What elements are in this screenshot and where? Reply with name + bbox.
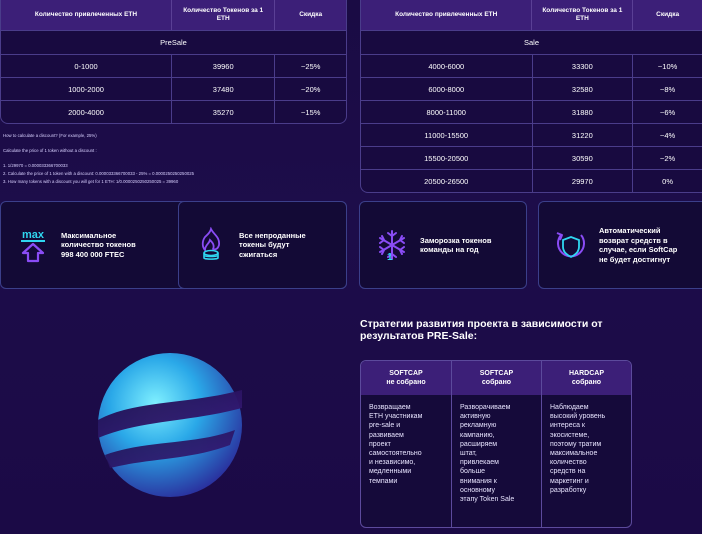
cell-discount: 0% (632, 170, 702, 192)
howto-step-3: 3. How many tokens with a discount you w… (3, 179, 179, 184)
strategy-col-body: Разворачиваем активную рекламную кампани… (460, 404, 515, 504)
strategy-col-softcap-not: SOFTCAP не собрано Возвращаем ETH участн… (361, 361, 451, 527)
globe-illustration (98, 353, 242, 497)
card-text: не будет достигнут (599, 254, 671, 264)
cell-discount: ~6% (632, 101, 702, 123)
cell-tokens: 30590 (531, 147, 633, 169)
table-row: 2000-4000 35270 ~15% (1, 100, 346, 123)
strategy-col-body: Наблюдаем высокий уровень интереса к эко… (550, 404, 606, 494)
card-refund: Автоматический возврат средств в случае,… (538, 201, 702, 289)
cell-tokens: 32580 (531, 78, 633, 100)
strategy-col-subtitle: собрано (481, 379, 512, 386)
table-row: 20500-26500 29970 0% (361, 169, 702, 192)
cell-eth: 1000-2000 (68, 84, 104, 94)
howto-step-1: 1. 1/29970 = 0.000033366700033 (3, 163, 68, 168)
col-header-discount: Скидка (274, 0, 346, 30)
refund-shield-icon (553, 227, 589, 263)
strategy-col-title: SOFTCAP (389, 370, 423, 377)
card-freeze-tokens: 1 Заморозка токенов команды на год (359, 201, 527, 289)
cell-tokens: 29970 (531, 170, 633, 192)
cell-eth: 11000-15500 (424, 130, 469, 140)
snowflake-icon: 1 (374, 227, 410, 263)
col-header-eth: Количество привлеченных ETH (34, 11, 138, 18)
card-text: токены будут (239, 240, 290, 250)
cell-discount: ~4% (632, 124, 702, 146)
cell-eth: 6000-8000 (428, 84, 465, 94)
strategy-col-title: SOFTCAP (479, 370, 514, 377)
table-row: 15500-20500 30590 ~2% (361, 146, 702, 169)
cell-discount: ~10% (632, 55, 702, 77)
strategy-col-subtitle: не собрано (386, 379, 426, 386)
cell-discount: ~20% (274, 78, 346, 100)
sale-table-header: Количество привлеченных ETH Количество Т… (361, 0, 702, 30)
cell-eth: 4000-6000 (428, 61, 465, 71)
card-text: Автоматический (599, 226, 661, 235)
table-row: 4000-6000 33300 ~10% (361, 54, 702, 77)
presale-table: Количество привлеченных ETH Количество Т… (0, 0, 347, 124)
card-text: сжигаться (239, 249, 278, 259)
svg-text:max: max (22, 229, 45, 241)
strategy-col-body: Возвращаем ETH участникам pre-sale и раз… (369, 404, 423, 485)
strategy-col-softcap: SOFTCAP собрано Разворачиваем активную р… (451, 361, 541, 527)
table-row: 6000-8000 32580 ~8% (361, 77, 702, 100)
cell-tokens: 37480 (171, 78, 274, 100)
presale-section-label: PreSale (1, 30, 346, 54)
strategy-table: SOFTCAP не собрано Возвращаем ETH участн… (360, 360, 632, 528)
card-text: Все непроданные (239, 230, 306, 240)
strategy-col-hardcap: HARDCAP собрано Наблюдаем высокий уровен… (541, 361, 631, 527)
svg-text:1: 1 (387, 252, 393, 263)
card-text: Заморозка токенов (420, 235, 492, 245)
cell-eth: 2000-4000 (68, 107, 104, 117)
max-tokens-icon: max (15, 227, 51, 263)
card-burn-tokens: Все непроданные токены будут сжигаться (178, 201, 347, 289)
cell-discount: ~25% (274, 55, 346, 77)
strategy-col-subtitle: собрано (571, 379, 602, 386)
cell-tokens: 31220 (531, 124, 633, 146)
card-text: 998 400 000 FTEC (61, 249, 125, 259)
cell-tokens: 39960 (171, 55, 274, 77)
cell-tokens: 35270 (171, 101, 274, 123)
sale-section-label: Sale (361, 30, 702, 54)
table-row: 8000-11000 31880 ~6% (361, 100, 702, 123)
cell-discount: ~8% (632, 78, 702, 100)
cell-discount: ~15% (274, 101, 346, 123)
cell-tokens: 31880 (531, 101, 633, 123)
table-row: 0-1000 39960 ~25% (1, 54, 346, 77)
fire-coins-icon (193, 227, 229, 263)
howto-line: Calculate the price of 1 token without a… (3, 148, 97, 153)
col-header-tokens: Количество Токенов за 1 ETH (531, 0, 632, 30)
cell-discount: ~2% (632, 147, 702, 169)
strategy-title-line: результатов PRE-Sale: (360, 330, 478, 342)
howto-question: How to calculate a discount? (For exampl… (3, 133, 97, 138)
cell-eth: 8000-11000 (426, 107, 466, 117)
strategy-title: Стратегии развития проекта в зависимости… (360, 318, 660, 342)
card-text: команды на год (420, 245, 479, 254)
col-header-discount: Скидка (632, 0, 702, 30)
howto-step-2: 2. Calculate the price of 1 token with a… (3, 171, 194, 176)
cell-eth: 20500-26500 (424, 176, 469, 186)
card-text: случае, если SoftCap (599, 245, 678, 254)
strategy-title-line: Стратегии развития проекта в зависимости… (360, 318, 603, 330)
strategy-col-title: HARDCAP (569, 370, 604, 377)
card-text: количество токенов (61, 240, 136, 250)
cell-tokens: 33300 (531, 55, 633, 77)
col-header-eth: Количество привлеченных ETH (395, 11, 498, 18)
table-row: 1000-2000 37480 ~20% (1, 77, 346, 100)
cell-eth: 0-1000 (74, 61, 98, 71)
table-row: 11000-15500 31220 ~4% (361, 123, 702, 146)
presale-table-header: Количество привлеченных ETH Количество Т… (1, 0, 346, 30)
cell-eth: 15500-20500 (424, 153, 469, 163)
card-text: Максимальное (61, 230, 117, 240)
col-header-tokens: Количество Токенов за 1 ETH (170, 0, 274, 30)
sale-table: Количество привлеченных ETH Количество Т… (360, 0, 702, 193)
card-text: возврат средств в (599, 235, 668, 245)
